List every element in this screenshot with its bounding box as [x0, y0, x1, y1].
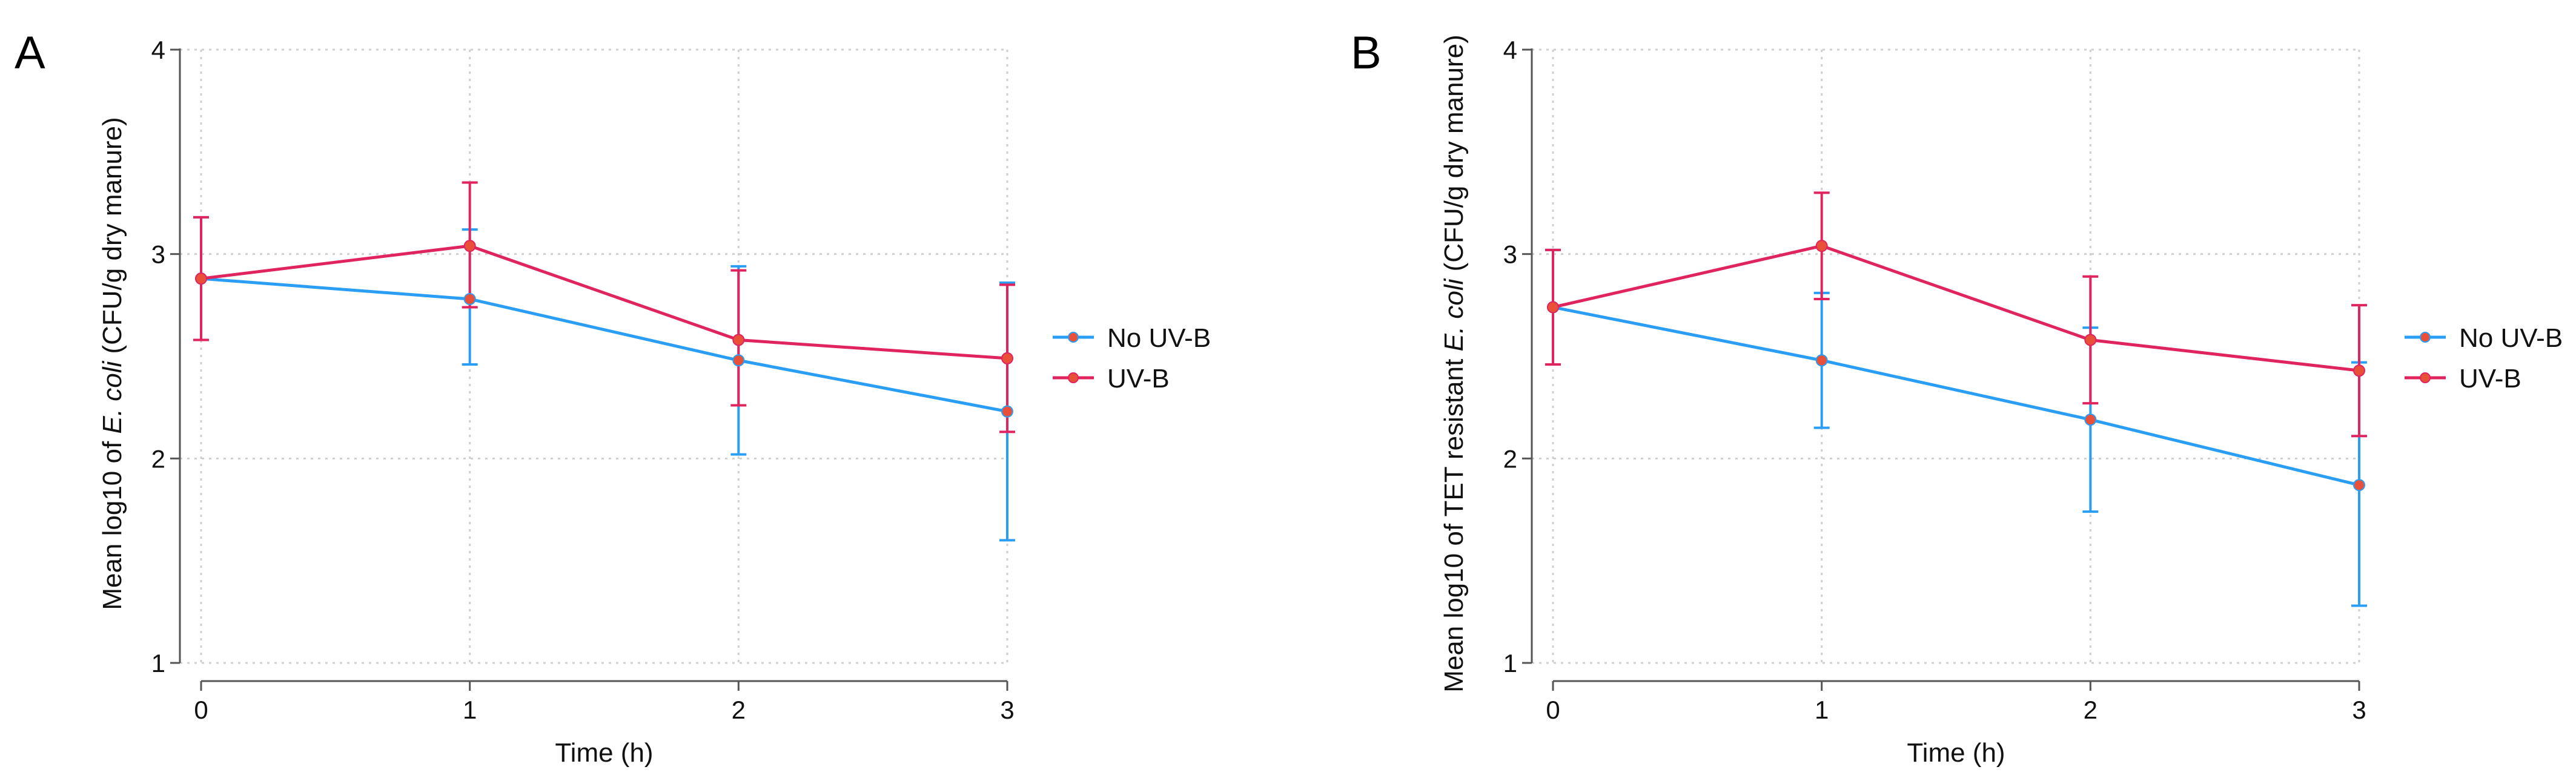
x-tick-label: 3 — [2352, 696, 2366, 724]
chart-b: 1 2 3 4 0 1 2 3 Time (h) Mean log10 of TET resist… — [1439, 35, 2563, 768]
x-tick-label: 1 — [463, 696, 477, 724]
data-point — [1815, 354, 1828, 367]
legend-swatch-marker — [2420, 372, 2431, 383]
x-axis-title: Time (h) — [555, 738, 653, 768]
data-point — [732, 354, 745, 367]
legend: No UV-B UV-B — [2405, 323, 2563, 394]
y-tick-label: 1 — [151, 649, 165, 677]
series-1 — [1545, 191, 2367, 438]
y-tick-label: 1 — [1503, 649, 1517, 677]
y-axis-title-part: Mean log10 of — [98, 434, 127, 610]
y-tick-label: 3 — [151, 240, 165, 269]
series-1 — [193, 181, 1015, 433]
y-tick-label: 4 — [1503, 36, 1517, 64]
y-axis-title: Mean log10 of E. coli (CFU/g dry manure) — [98, 117, 127, 610]
data-point — [1001, 352, 1013, 364]
series-line — [200, 244, 1008, 360]
y-axis-title-part: (CFU/g dry manure) — [1439, 35, 1469, 278]
x-tick-label: 0 — [1546, 696, 1560, 724]
data-point — [463, 240, 476, 252]
y-axis-title-part: (CFU/g dry manure) — [98, 117, 127, 361]
legend-label: No UV-B — [1107, 323, 1211, 353]
x-axis-title: Time (h) — [1907, 738, 2005, 768]
data-point — [732, 334, 745, 346]
y-tick-label: 4 — [151, 36, 165, 64]
legend-label: UV-B — [1107, 364, 1170, 394]
panel-a: A 1 2 3 4 0 1 2 3 Time (h) Mean log10 of E. coli … — [15, 27, 1211, 768]
data-point — [1815, 240, 1828, 252]
y-axis-title-part: Mean log10 of TET resistant — [1439, 351, 1469, 692]
y-tick-label: 2 — [1503, 444, 1517, 473]
x-tick-label: 1 — [1815, 696, 1829, 724]
panel-b: B 1 2 3 4 0 1 2 3 Time (h) Mean log10 of TET resi… — [1351, 0, 2576, 784]
legend: No UV-B UV-B — [1053, 323, 1211, 394]
series-line — [200, 277, 1008, 413]
legend-swatch-marker — [2420, 332, 2431, 343]
data-point — [463, 292, 476, 305]
x-tick-label: 0 — [194, 696, 208, 724]
series-0 — [1545, 248, 2367, 607]
y-tick-label: 3 — [1503, 240, 1517, 269]
panel-label: B — [1351, 27, 1382, 79]
x-tick-label: 2 — [732, 696, 746, 724]
data-point — [2084, 413, 2097, 426]
series-line — [1552, 244, 2360, 372]
y-axis-title-italic: E. coli — [1439, 278, 1469, 351]
data-point — [1001, 405, 1013, 418]
data-point — [2353, 364, 2365, 377]
legend-label: UV-B — [2459, 364, 2521, 394]
series-line — [1552, 306, 2360, 487]
chart-a: 1 2 3 4 0 1 2 3 Time (h) Mean log10 of E. coli (C… — [98, 36, 1211, 768]
y-axis-title: Mean log10 of TET resistant E. coli (CFU… — [1439, 35, 1469, 693]
data-point — [2084, 334, 2097, 346]
x-tick-label: 2 — [2084, 696, 2098, 724]
legend-swatch-marker — [1068, 332, 1079, 343]
x-tick-label: 3 — [1000, 696, 1014, 724]
gridlines — [180, 48, 1008, 664]
y-tick-label: 2 — [151, 444, 165, 473]
data-point — [2353, 479, 2365, 492]
y-axis-title-italic: E. coli — [98, 361, 127, 434]
legend-swatch-marker — [1068, 372, 1079, 383]
data-point — [1547, 301, 1559, 314]
panel-label: A — [15, 27, 45, 79]
legend-label: No UV-B — [2459, 323, 2563, 353]
data-point — [195, 272, 207, 285]
